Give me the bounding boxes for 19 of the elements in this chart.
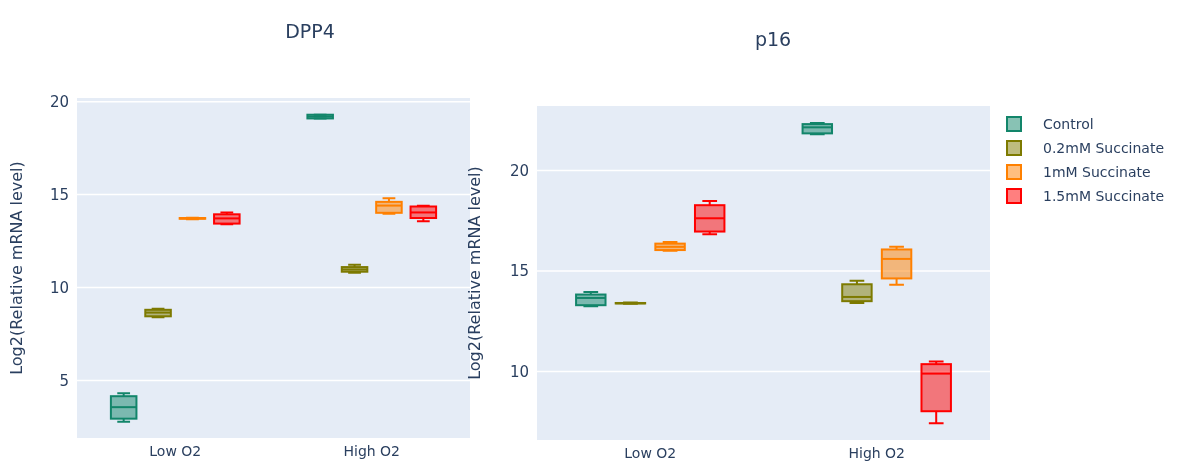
- chart-title: DPP4: [285, 20, 335, 42]
- y-tick-label: 5: [59, 371, 69, 390]
- y-tick-label: 20: [49, 92, 69, 111]
- y-tick-label: 10: [509, 362, 529, 381]
- legend-label: 0.2mM Succinate: [1043, 139, 1165, 156]
- legend-label: Control: [1043, 115, 1094, 132]
- chart-title: p16: [754, 28, 792, 50]
- y-axis-title: Log2(Relative mRNA level): [7, 161, 26, 375]
- y-axis-title: Log2(Relative mRNA level): [465, 166, 484, 380]
- y-tick-label: 20: [509, 161, 529, 180]
- legend-label: 1mM Succinate: [1043, 163, 1151, 180]
- legend-label: 1.5mM Succinate: [1043, 187, 1165, 204]
- x-tick-label: High O2: [848, 445, 906, 461]
- x-tick-label: Low O2: [149, 443, 202, 459]
- y-tick-label: 15: [49, 185, 69, 204]
- y-tick-label: 10: [49, 278, 69, 297]
- x-tick-label: High O2: [343, 443, 401, 459]
- x-tick-label: Low O2: [624, 445, 677, 461]
- y-tick-label: 15: [509, 262, 529, 281]
